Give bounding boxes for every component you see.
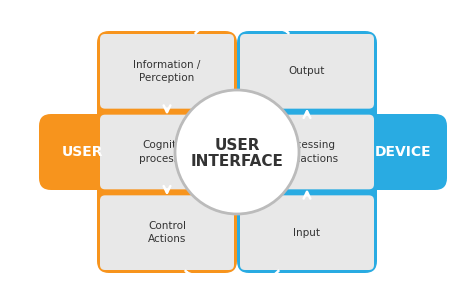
FancyBboxPatch shape [39,114,121,190]
FancyBboxPatch shape [240,195,374,270]
Text: Information /
Perception: Information / Perception [133,60,201,83]
Bar [365,114,377,190]
Text: Input: Input [293,228,320,238]
Text: DEVICE: DEVICE [374,145,431,159]
FancyBboxPatch shape [100,195,234,270]
FancyBboxPatch shape [237,31,377,273]
Text: Cognitive
processing: Cognitive processing [139,140,195,163]
Text: Control
Actions: Control Actions [148,221,186,244]
FancyBboxPatch shape [97,31,237,273]
Text: Processing
& Reactions: Processing & Reactions [276,140,338,163]
FancyBboxPatch shape [100,34,234,109]
Text: USER: USER [214,138,260,153]
Bar [232,31,242,273]
FancyBboxPatch shape [100,115,234,189]
Text: Output: Output [289,66,325,76]
Text: INTERFACE: INTERFACE [191,155,283,170]
Text: USER: USER [62,145,104,159]
FancyBboxPatch shape [240,115,374,189]
Bar [51,114,63,190]
FancyBboxPatch shape [365,114,447,190]
Circle shape [175,90,299,214]
FancyBboxPatch shape [240,34,374,109]
